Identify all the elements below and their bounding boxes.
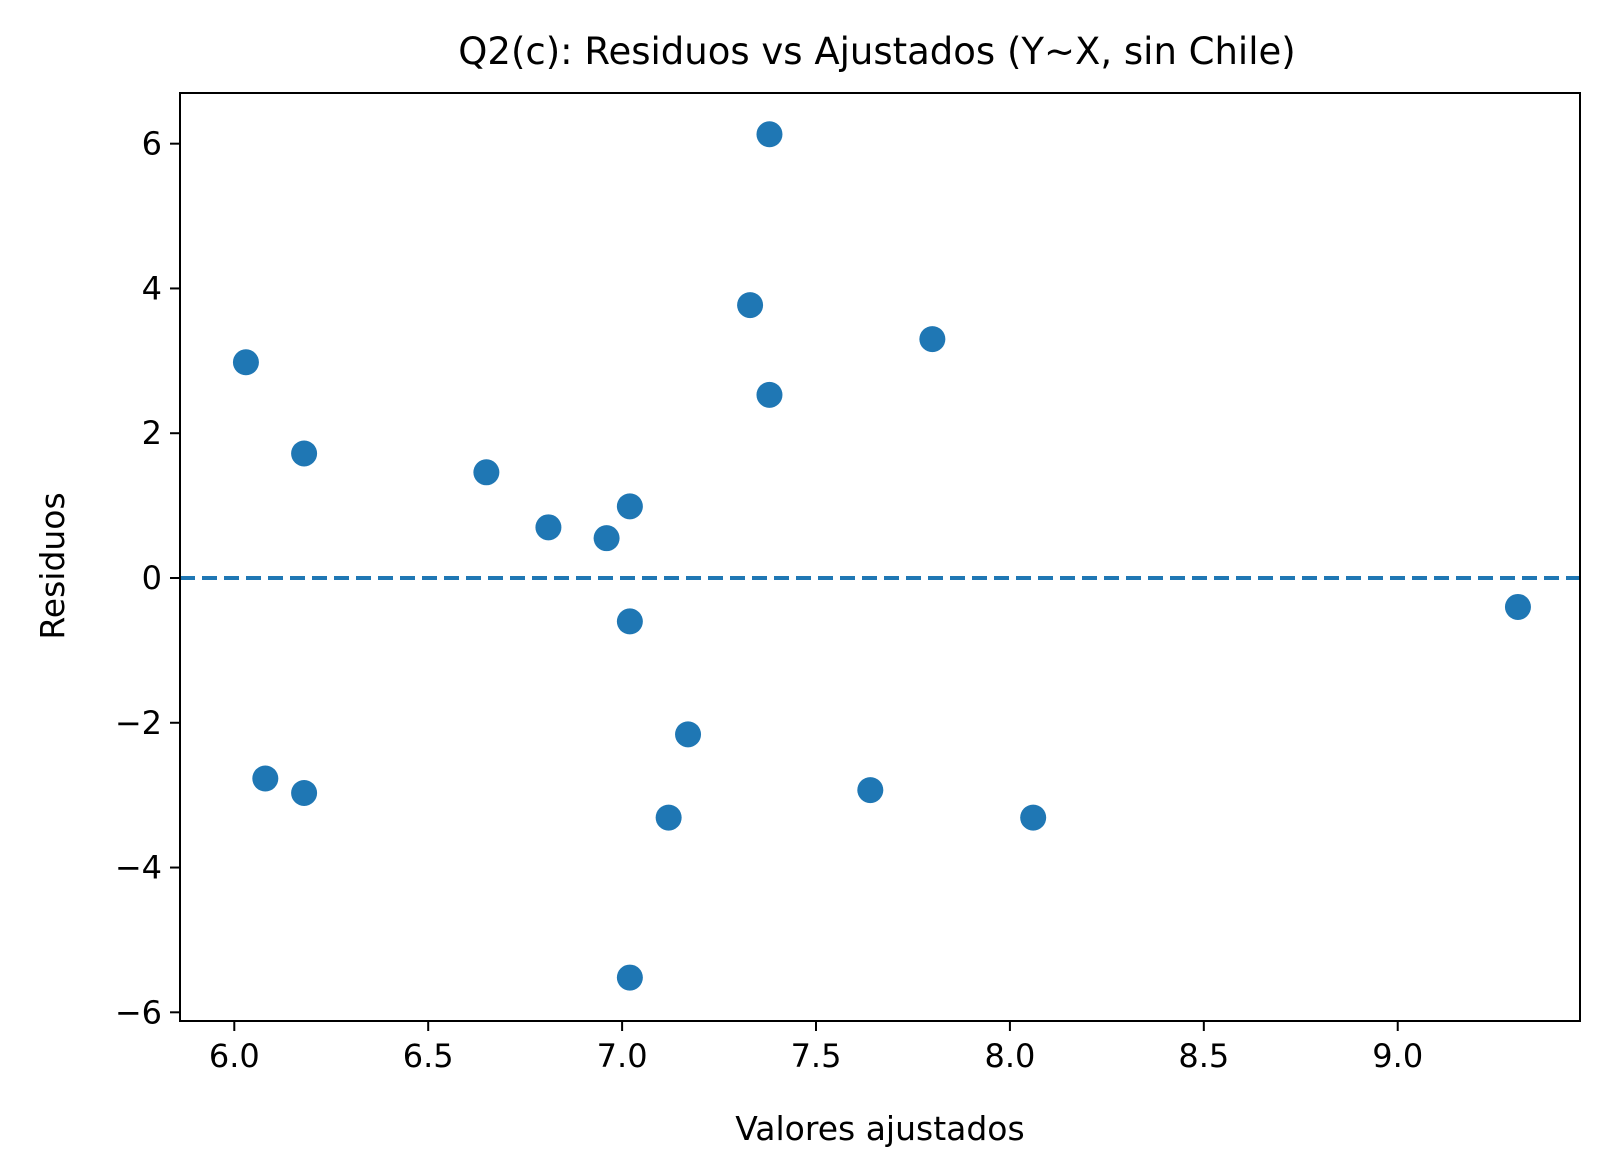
chart-title: Q2(c): Residuos vs Ajustados (Y~X, sin C… [458,30,1295,73]
x-tick-label: 8.0 [984,1037,1035,1075]
data-point [655,804,682,831]
y-tick-label: 2 [142,414,162,452]
data-point [252,765,279,792]
x-axis-label: Valores ajustados [735,1109,1024,1148]
data-point [291,440,318,467]
y-tick-label: 0 [142,559,162,597]
data-point [737,292,764,319]
x-tick-label: 7.5 [791,1037,842,1075]
x-tick-label: 6.0 [209,1037,260,1075]
data-point [1504,593,1531,620]
data-point [756,381,783,408]
data-point [1020,804,1047,831]
data-point [616,964,643,991]
x-tick-label: 6.5 [403,1037,454,1075]
data-point [756,121,783,148]
data-point [593,525,620,552]
data-point [919,326,946,353]
data-point [473,459,500,486]
x-tick-label: 9.0 [1372,1037,1423,1075]
y-tick-label: −4 [115,849,162,887]
y-tick-label: −2 [115,704,162,742]
y-tick-label: 4 [142,269,162,307]
data-point [232,349,259,376]
data-point [857,777,884,804]
x-tick-label: 7.0 [597,1037,648,1075]
data-point [291,779,318,806]
y-tick-label: 6 [142,125,162,163]
data-point [535,514,562,541]
y-axis-label: Residuos [33,492,72,639]
plot-frame [179,92,1581,1022]
data-point [616,608,643,635]
data-point [616,493,643,520]
data-point [675,721,702,748]
x-tick-label: 8.5 [1178,1037,1229,1075]
y-tick-label: −6 [115,993,162,1031]
